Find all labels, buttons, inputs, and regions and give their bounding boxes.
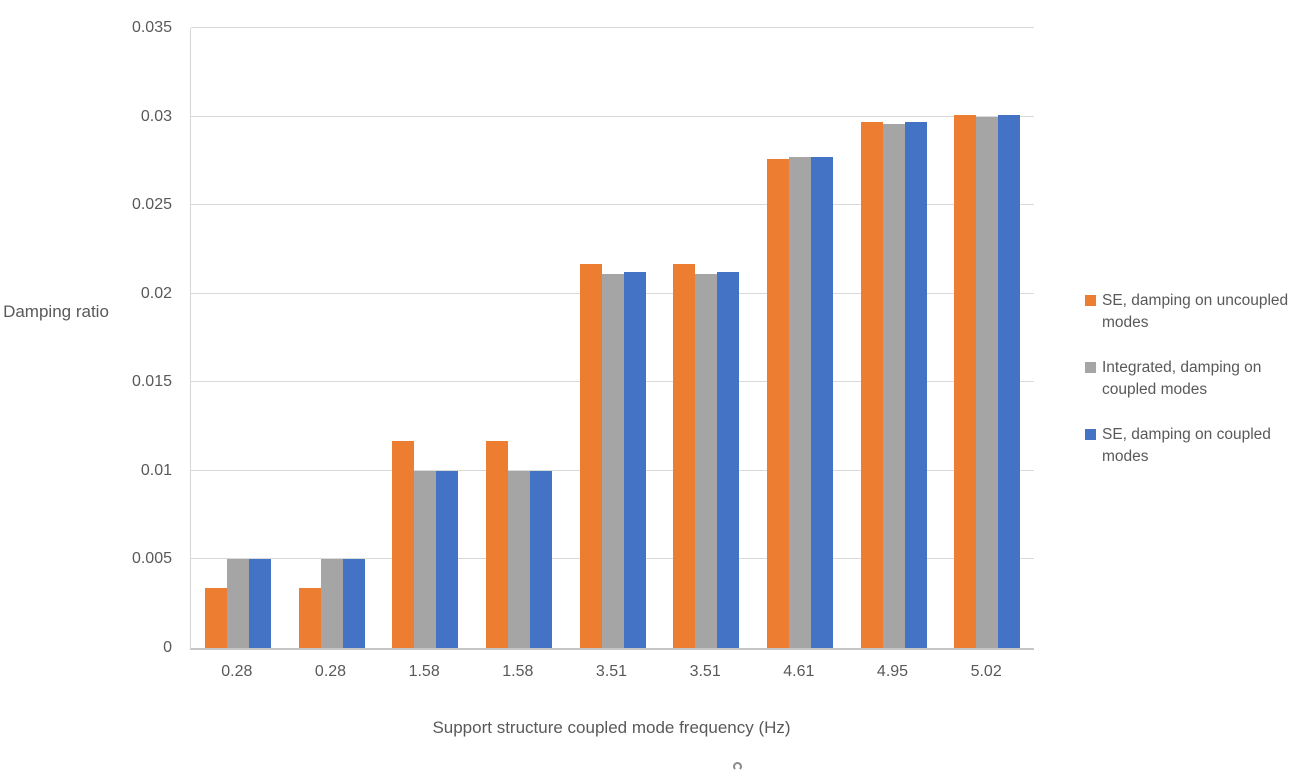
bar-series1-group8	[860, 121, 883, 648]
x-tick-label: 1.58	[502, 663, 534, 680]
y-tick-label: 0.03	[140, 107, 172, 125]
bar-series3-group2	[342, 559, 365, 648]
legend: SE, damping on uncoupled modes Integrated…	[1085, 290, 1290, 468]
y-tick-label: 0.02	[140, 284, 172, 302]
legend-marker-icon	[1085, 429, 1096, 440]
legend-label: Integrated, damping on coupled modes	[1102, 359, 1262, 398]
bar-series2-group4	[507, 470, 530, 648]
legend-item: Integrated, damping on coupled modes	[1085, 357, 1290, 401]
bar-series1-group5	[579, 263, 602, 648]
bar-series3-group8	[904, 121, 927, 648]
bar-series2-group3	[414, 470, 437, 648]
bar-series3-group4	[529, 470, 552, 648]
bar-series3-group3	[436, 470, 459, 648]
bar-series2-group5	[601, 274, 624, 648]
bar-series1-group4	[485, 440, 508, 648]
gridline	[191, 204, 1034, 206]
y-tick-label: 0.035	[131, 19, 172, 36]
bar-series3-group7	[810, 157, 833, 648]
legend-item: SE, damping on uncoupled modes	[1085, 290, 1290, 334]
bar-series1-group1	[204, 587, 227, 648]
bar-series1-group9	[954, 114, 977, 648]
cropped-character-fragment	[733, 762, 742, 771]
legend-marker-icon	[1085, 362, 1096, 373]
legend-item: SE, damping on coupled modes	[1085, 424, 1290, 468]
gridline	[191, 115, 1034, 117]
x-axis-title: Support structure coupled mode frequency…	[432, 718, 791, 737]
x-tick-label: 0.28	[314, 663, 347, 680]
x-tick-label: 3.51	[595, 663, 628, 680]
y-tick-label: 0.01	[140, 461, 172, 479]
bar-series3-group9	[998, 114, 1021, 648]
bar-series1-group3	[392, 440, 415, 648]
bar-series3-group5	[623, 272, 646, 648]
plot-area	[190, 27, 1034, 650]
bar-series1-group6	[673, 263, 696, 648]
legend-label: SE, damping on uncoupled modes	[1102, 292, 1289, 331]
gridline	[191, 27, 1034, 28]
legend-label: SE, damping on coupled modes	[1102, 426, 1271, 465]
y-tick-label: 0	[163, 639, 172, 656]
x-tick-label: 4.95	[876, 663, 909, 680]
x-tick-label: 5.02	[970, 663, 1002, 680]
x-tick-label: 1.58	[408, 663, 440, 680]
bar-series3-group6	[717, 272, 740, 648]
x-tick-label: 4.61	[783, 663, 815, 680]
bar-series2-group2	[320, 559, 343, 648]
bar-series2-group6	[695, 274, 718, 648]
x-tick-label: 3.51	[689, 663, 721, 680]
bar-series2-group9	[976, 116, 999, 648]
bar-series3-group1	[248, 559, 271, 648]
bar-series2-group8	[882, 123, 905, 648]
bar-series1-group2	[298, 587, 321, 648]
y-tick-label: 0.025	[131, 196, 172, 214]
x-tick-label: 0.28	[221, 663, 253, 680]
y-tick-label: 0.015	[131, 373, 172, 391]
y-axis-title: Damping ratio	[3, 302, 109, 321]
bar-series1-group7	[766, 159, 789, 648]
y-tick-label: 0.005	[131, 550, 172, 568]
legend-marker-icon	[1085, 295, 1096, 306]
bar-series2-group1	[226, 559, 249, 648]
bar-series2-group7	[788, 157, 811, 648]
